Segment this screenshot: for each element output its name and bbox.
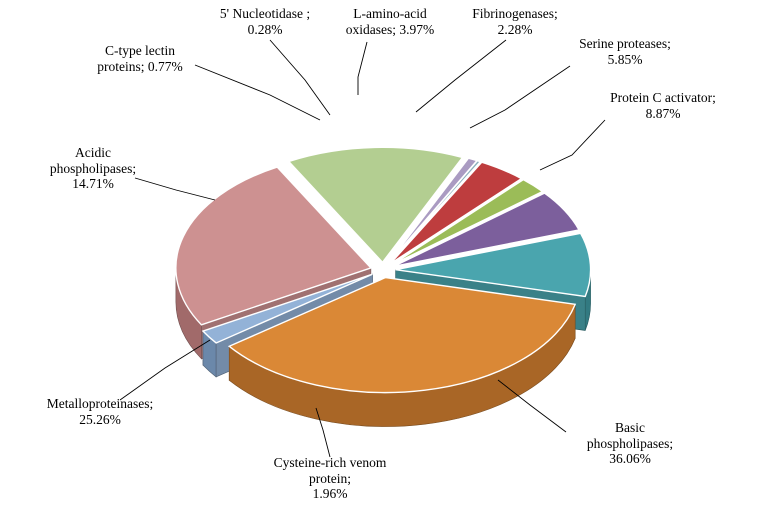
slice-label: Fibrinogenases;2.28%: [455, 6, 575, 37]
slice-label: Cysteine-rich venomprotein;1.96%: [250, 455, 410, 502]
slice-label: C-type lectinproteins; 0.77%: [75, 43, 205, 74]
slice-label: 5' Nucleotidase ;0.28%: [205, 6, 325, 37]
slice-label: Acidicphospholipases;14.71%: [28, 145, 158, 192]
slice-label: Protein C activator;8.87%: [588, 90, 738, 121]
slice-label: Serine proteases;5.85%: [560, 36, 690, 67]
slice-label: L-amino-acidoxidases; 3.97%: [320, 6, 460, 37]
slice-label: Metalloproteinases;25.26%: [20, 396, 180, 427]
pie-chart-3d: L-amino-acidoxidases; 3.97%Fibrinogenase…: [0, 0, 766, 517]
slice-label: Basicphospholipases;36.06%: [560, 420, 700, 467]
